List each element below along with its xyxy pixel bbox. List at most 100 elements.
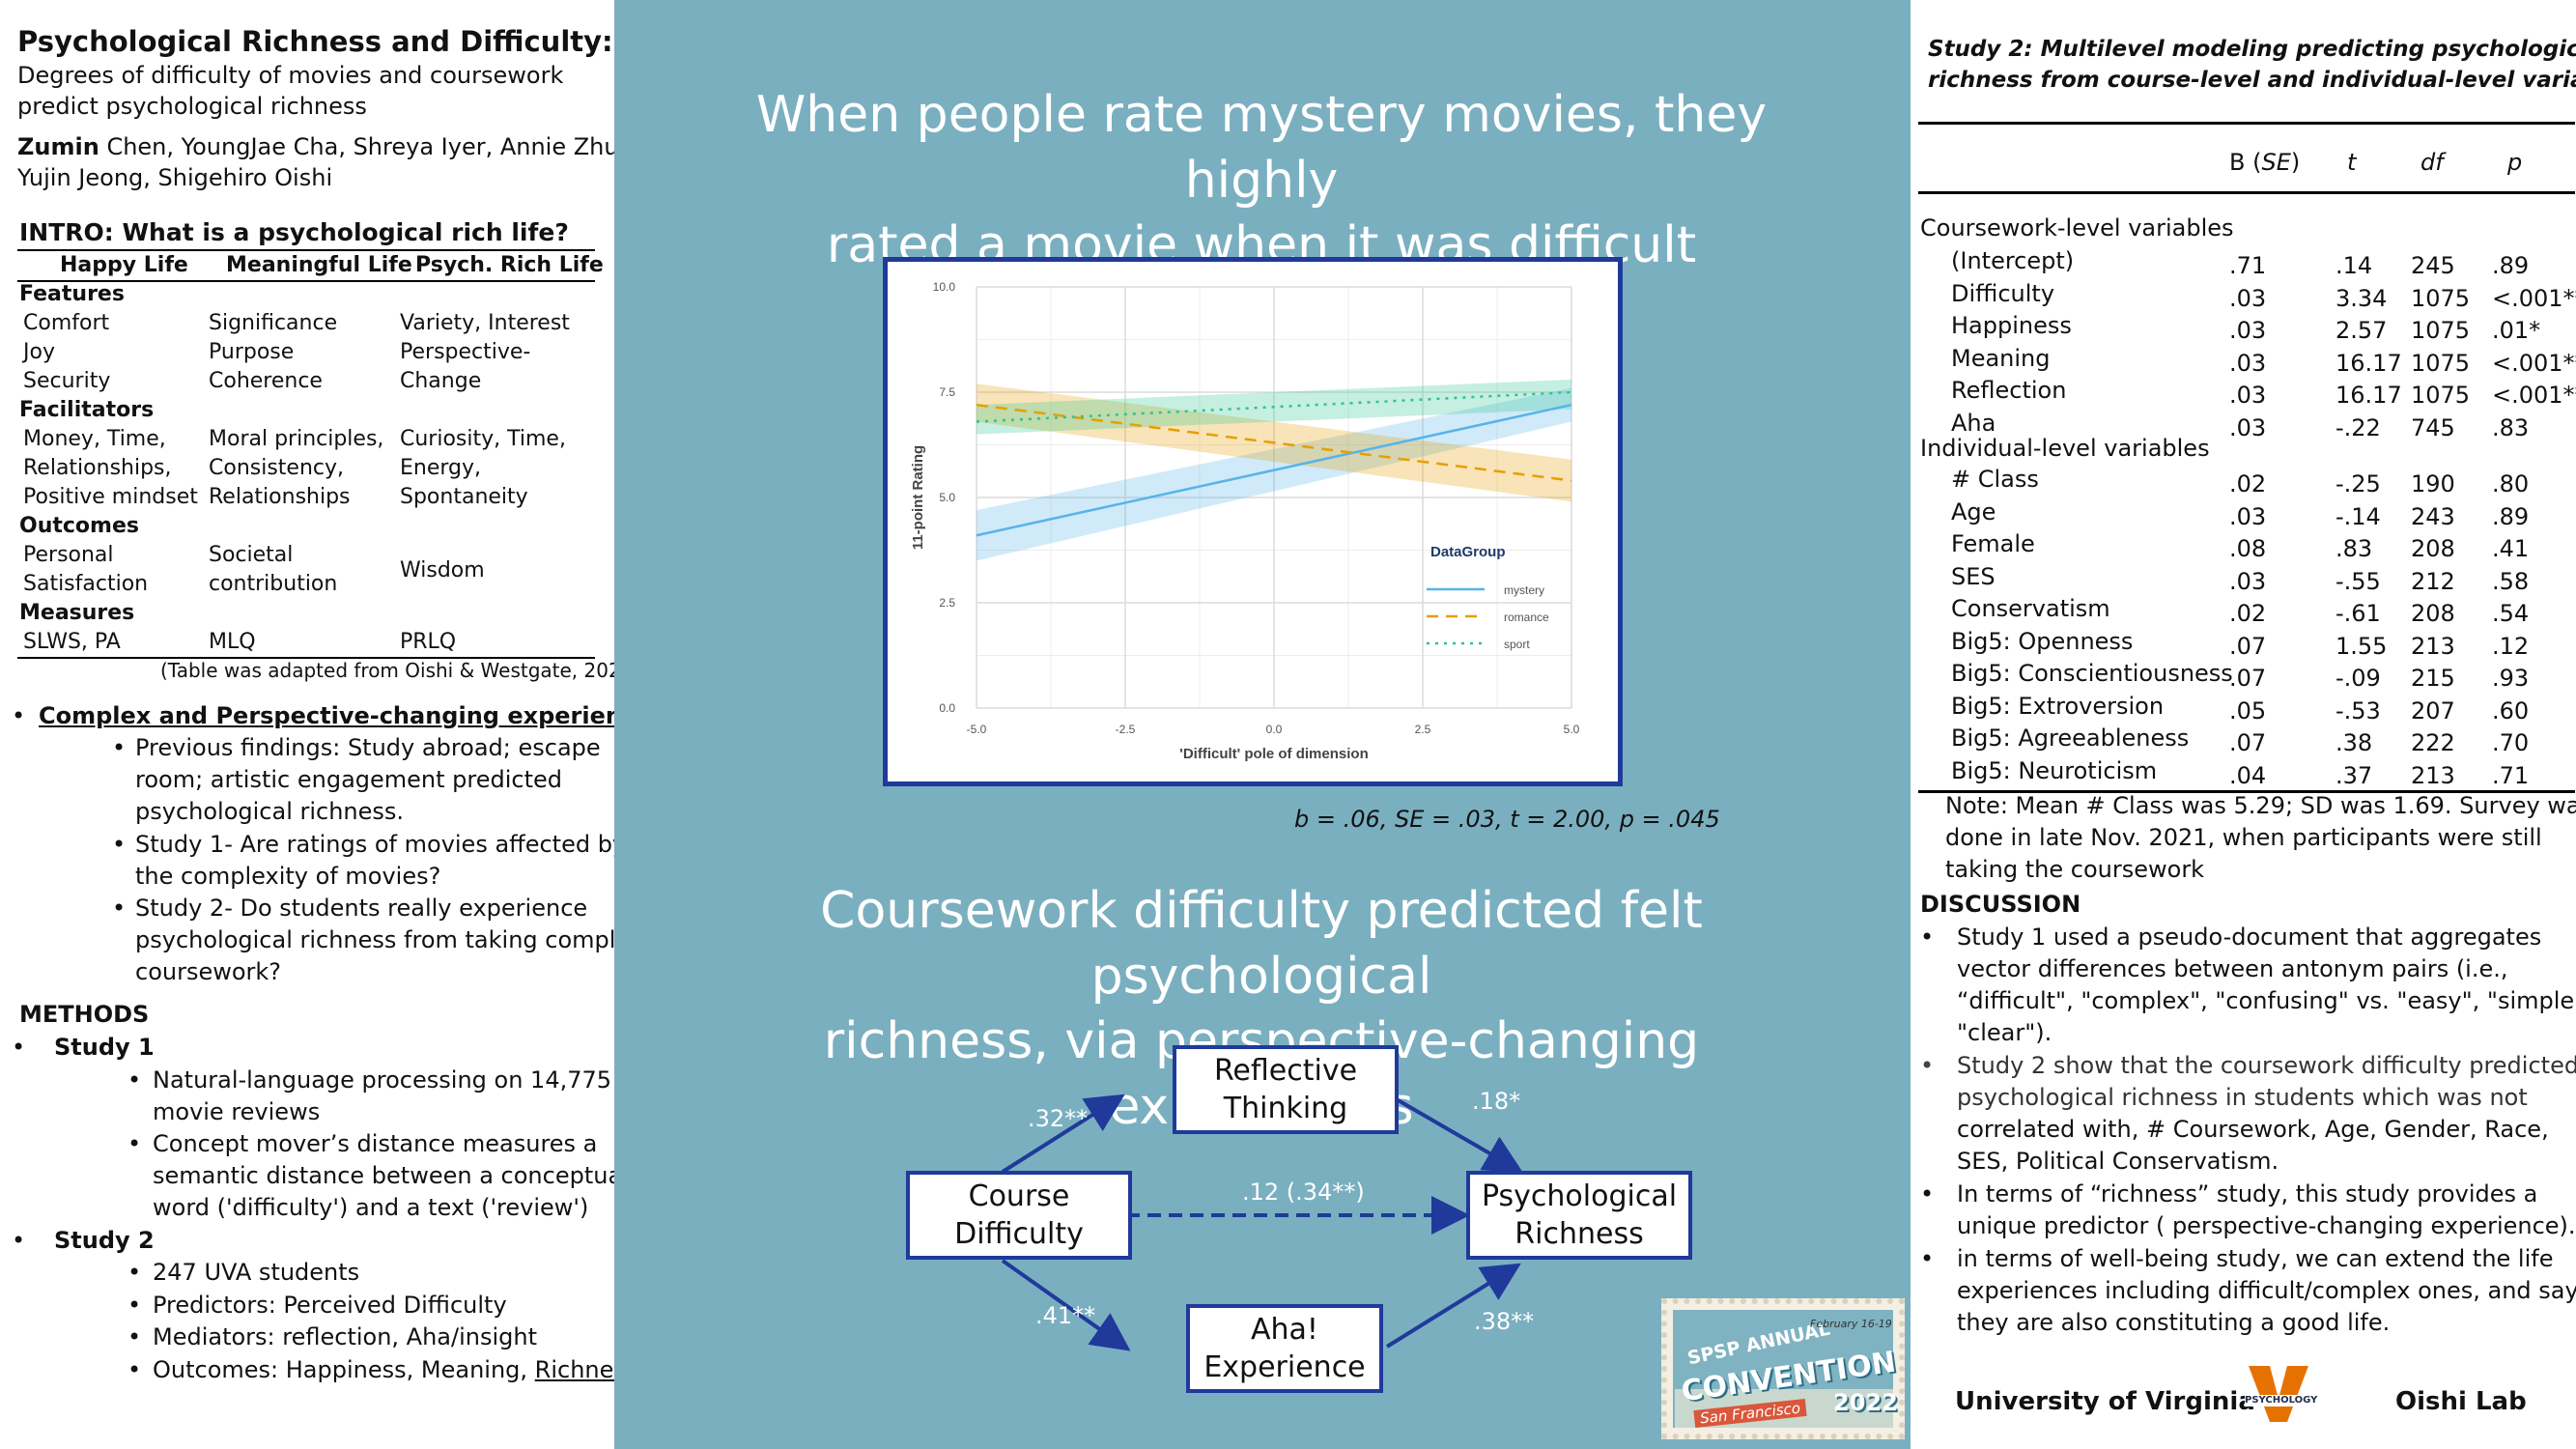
x-tick-label: -5.0	[967, 723, 987, 736]
path-arrows	[1001, 1094, 1523, 1351]
coef-reflect-rich: .18*	[1472, 1088, 1521, 1115]
ci-band-mystery	[977, 387, 1571, 561]
bullet-dot: •	[127, 1323, 142, 1350]
table-cell: Relationships	[209, 485, 351, 509]
course-difficulty-box: Course Difficulty	[906, 1171, 1132, 1260]
logo-text: PSYCHOLOGY	[2245, 1395, 2318, 1406]
discussion-text: Study 2 show that the coursework difficu…	[1957, 1052, 2576, 1079]
row-t: 2.57	[2335, 317, 2388, 344]
table-bottom-rule	[17, 657, 595, 659]
bullet-dot: •	[127, 1259, 142, 1286]
row-df: 1075	[2411, 284, 2471, 312]
footer-university: University of Virginia	[1955, 1387, 2255, 1416]
row-b: .04	[2229, 761, 2267, 789]
table-cell: Comfort	[23, 311, 110, 335]
bullet-dot: •	[1920, 1180, 1935, 1208]
table-cell: PRLQ	[400, 630, 457, 654]
table-cell: Personal	[23, 543, 114, 567]
table-cell: Wisdom	[400, 558, 485, 582]
measures-label: Measures	[19, 601, 135, 625]
row-p: .41	[2492, 535, 2530, 562]
series-line-mystery	[976, 403, 1572, 537]
methods-bullet-text: Mediators: reflection, Aha/insight	[153, 1323, 538, 1350]
row-t: .14	[2335, 252, 2373, 279]
row-t: .83	[2335, 535, 2373, 562]
y-tick-label: 5.0	[939, 491, 955, 504]
row-t: 16.17	[2335, 349, 2402, 377]
bullet-dot: •	[12, 1227, 26, 1254]
stamp-dates: February 16-19	[1810, 1318, 1892, 1330]
note-line1: Note: Mean # Class was 5.29; SD was 1.69…	[1945, 792, 2576, 819]
methods-bullet-text: movie reviews	[153, 1098, 321, 1125]
group-label: Coursework-level variables	[1920, 214, 2234, 242]
col-t: t	[2347, 149, 2357, 176]
row-name: SES	[1951, 562, 1996, 590]
discussion-text: they are also constituting a good life.	[1957, 1309, 2391, 1336]
arrow-course-aha	[1001, 1259, 1131, 1351]
methods-bullet-text: Outcomes: Happiness, Meaning, Richness	[153, 1356, 638, 1383]
row-p: .58	[2492, 567, 2530, 595]
table-cell: Coherence	[209, 369, 323, 393]
bullet-dot: •	[1920, 923, 1935, 951]
row-df: 745	[2411, 413, 2455, 441]
table-cell: Moral principles,	[209, 427, 384, 451]
row-b: .02	[2229, 470, 2267, 497]
bullet-dot: •	[12, 702, 26, 729]
row-b: .07	[2229, 729, 2267, 756]
study2-title-1: Study 2: Multilevel modeling predicting …	[1928, 37, 2576, 62]
arrow-aha-rich	[1385, 1263, 1521, 1349]
row-name: Difficulty	[1951, 279, 2055, 307]
row-name: Big5: Agreeableness	[1951, 724, 2190, 752]
table-cell: Change	[400, 369, 482, 393]
row-b: .08	[2229, 535, 2267, 562]
row-p: .71	[2492, 761, 2530, 789]
row-t: -.14	[2335, 502, 2381, 530]
outcomes-label: Outcomes	[19, 514, 139, 538]
convention-stamp: SPSP ANNUAL February 16-19 CONVENTION 20…	[1661, 1298, 1905, 1439]
discussion-text: experiences including difficult/complex …	[1957, 1277, 2576, 1304]
row-df: 1075	[2411, 382, 2471, 409]
row-df: 208	[2411, 600, 2455, 627]
group-label: Individual-level variables	[1920, 435, 2210, 462]
complex-bullet-text: the complexity of movies?	[135, 863, 441, 890]
row-df: 243	[2411, 502, 2455, 530]
table-cell: contribution	[209, 572, 338, 596]
bullet-dot: •	[12, 1034, 26, 1061]
table-cell: Consistency,	[209, 456, 345, 480]
row-df: 245	[2411, 252, 2455, 279]
legend-title: DataGroup	[1430, 544, 1506, 560]
x-axis-label: 'Difficult' pole of dimension	[1179, 746, 1368, 762]
table-cell: Societal	[209, 543, 294, 567]
table-cell: Curiosity, Time,	[400, 427, 566, 451]
table-note: (Table was adapted from Oishi & Westgate…	[160, 659, 641, 682]
methods-bullet-text: semantic distance between a conceptual	[153, 1162, 629, 1189]
stats-caption: b = .06, SE = .03, t = 2.00, p = .045	[1294, 806, 1720, 833]
row-p: .54	[2492, 600, 2530, 627]
bullet-dot: •	[1920, 1052, 1935, 1079]
discussion-text: "clear").	[1957, 1019, 2052, 1046]
row-df: 222	[2411, 729, 2455, 756]
authors-line-2: Yujin Jeong, Shigehiro Oishi	[17, 164, 333, 191]
legend-label-romance: romance	[1504, 611, 1549, 624]
chart-frame: -5.0 -2.5 0.0 2.5 5.0 0.0 2.5 5.0 7.5 10.0 'Diffic…	[883, 257, 1623, 786]
discussion-text: in terms of well-being study, we can ext…	[1957, 1245, 2554, 1272]
complex-heading: Complex and Perspective-changing experie…	[39, 702, 665, 729]
row-name: Reflection	[1951, 377, 2067, 404]
row-p: .93	[2492, 665, 2530, 692]
bullet-dot: •	[127, 1130, 142, 1157]
row-p: .60	[2492, 696, 2530, 724]
legend-label-mystery: mystery	[1504, 583, 1544, 597]
aha-experience-box: Aha! Experience	[1186, 1304, 1383, 1393]
row-t: 16.17	[2335, 382, 2402, 409]
bullet-dot: •	[112, 734, 127, 761]
poster-subtitle-2: predict psychological richness	[17, 93, 367, 120]
discussion-text: unique predictor ( perspective-changing …	[1957, 1212, 2576, 1239]
bullet-dot: •	[127, 1356, 142, 1383]
row-df: 208	[2411, 535, 2455, 562]
features-label: Features	[19, 282, 125, 306]
intro-heading: INTRO: What is a psychological rich life…	[19, 218, 569, 246]
table-cell: Energy,	[400, 456, 482, 480]
x-tick-label: 5.0	[1564, 723, 1580, 736]
x-tick-label: -2.5	[1116, 723, 1136, 736]
stamp-year: 2022	[1833, 1389, 1898, 1416]
